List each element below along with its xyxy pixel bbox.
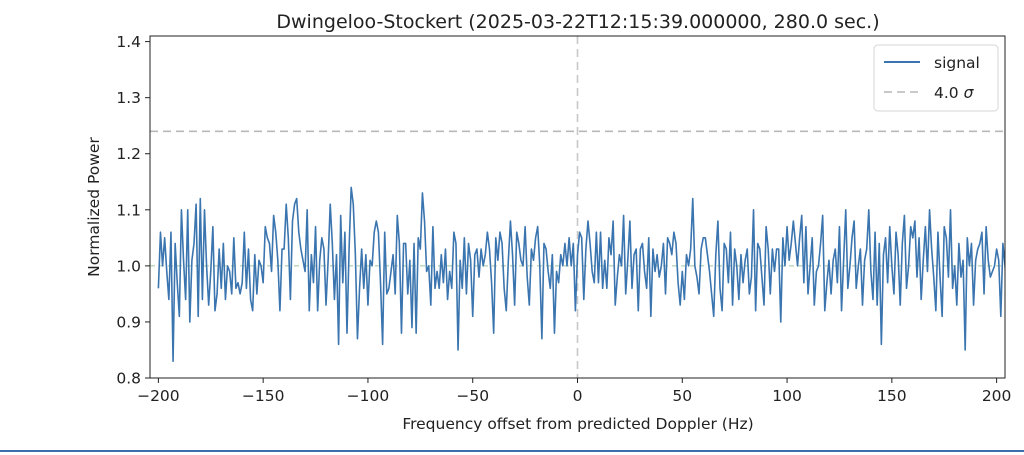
y-tick-label: 1.3 <box>116 89 141 107</box>
x-tick-label: −50 <box>456 387 489 405</box>
y-tick-label: 1.0 <box>116 257 141 275</box>
y-tick-label: 0.8 <box>116 370 141 388</box>
x-tick-label: 50 <box>672 387 692 405</box>
x-tick-label: 200 <box>982 387 1012 405</box>
y-tick-label: 1.1 <box>116 201 141 219</box>
y-tick-label: 1.2 <box>116 145 141 163</box>
chart-title: Dwingeloo-Stockert (2025-03-22T12:15:39.… <box>276 11 879 33</box>
x-tick-label: −150 <box>242 387 285 405</box>
bottom-divider <box>0 450 1024 452</box>
legend: signal 4.0 σ <box>873 44 999 112</box>
signal-series-line <box>157 186 1005 362</box>
y-tick-label: 0.9 <box>116 313 141 331</box>
legend-signal-label: signal <box>934 54 980 72</box>
y-axis: 0.8 0.9 1.0 1.1 1.2 1.3 1.4 <box>116 33 150 388</box>
x-tick-label: 100 <box>772 387 802 405</box>
x-tick-label: −200 <box>137 387 180 405</box>
legend-threshold-label: 4.0 σ <box>934 84 975 102</box>
x-axis: −200 −150 −100 −50 0 50 100 150 200 <box>137 378 1011 405</box>
y-axis-label: Normalized Power <box>85 137 103 277</box>
x-tick-label: 150 <box>877 387 907 405</box>
x-tick-label: 0 <box>573 387 583 405</box>
x-axis-label: Frequency offset from predicted Doppler … <box>402 415 753 433</box>
y-tick-label: 1.4 <box>116 33 141 51</box>
x-tick-label: −100 <box>347 387 390 405</box>
